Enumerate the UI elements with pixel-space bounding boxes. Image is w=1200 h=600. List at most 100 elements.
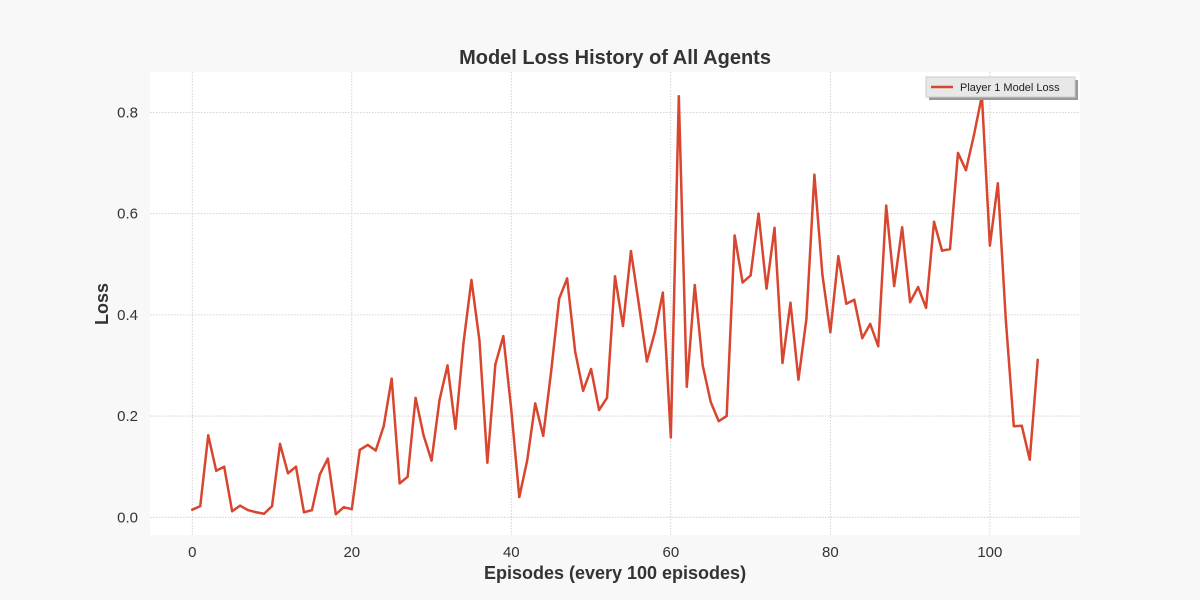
y-tick-label: 0.2 [117,408,138,425]
data-point [318,473,322,476]
data-point [438,398,441,402]
data-point [685,385,688,388]
data-point [948,247,952,251]
data-point [869,322,872,326]
x-axis-ticks: 0 20 40 60 80 100 [188,544,1002,561]
data-point [733,234,736,237]
data-point [725,414,728,418]
data-point [877,345,880,348]
data-point [199,504,202,508]
chart-title: Model Loss History of All Agents [459,47,771,69]
y-tick-label: 0.6 [117,206,138,223]
data-point [773,226,776,230]
data-point [884,204,888,207]
data-point [629,249,633,253]
data-point [900,226,904,229]
data-point [1036,358,1039,362]
data-point [709,400,712,404]
data-point [916,285,920,289]
data-point [1004,318,1008,322]
data-point [964,168,968,172]
x-tick-label: 60 [662,544,679,561]
data-point [414,396,417,400]
data-point [837,254,840,258]
data-point [813,173,816,176]
data-point [430,459,433,462]
y-axis-label: Loss [92,283,112,325]
data-point [374,449,377,452]
data-point [494,363,497,366]
x-tick-label: 40 [503,544,520,561]
data-point [573,350,577,353]
data-point [845,302,848,305]
x-tick-label: 100 [977,544,1002,561]
data-point [621,324,625,328]
data-point [956,151,960,155]
data-point [422,434,425,437]
data-point [222,465,226,468]
legend-box [925,76,1076,98]
legend-label: Player 1 Model Loss [960,82,1060,94]
data-point [534,402,537,405]
data-point [781,361,784,365]
data-point [1028,458,1031,461]
plot-area [150,72,1080,535]
data-point [940,249,944,252]
data-point [462,342,465,345]
y-tick-label: 0.8 [117,104,138,121]
data-point [988,244,992,247]
data-point [262,512,266,515]
data-point [677,95,681,98]
data-point [191,508,194,511]
data-point [310,509,314,512]
data-point [470,278,473,282]
data-point [717,419,720,423]
x-tick-label: 80 [822,544,839,561]
data-point [996,182,1000,185]
data-point [653,330,657,334]
data-point [207,434,210,437]
data-point [701,364,704,367]
data-point [390,377,393,380]
data-point [805,317,808,321]
data-point [557,297,561,300]
data-point [693,283,696,287]
y-tick-label: 0.4 [117,307,138,324]
legend: Player 1 Model Loss [925,76,1078,100]
data-point [637,303,641,306]
data-point [1012,425,1015,428]
data-point [853,298,856,301]
data-point [286,472,290,475]
data-point [254,511,258,514]
data-point [326,457,330,460]
data-point [542,434,545,438]
data-point [518,495,521,499]
data-point [278,442,282,446]
data-point [669,436,673,439]
data-point [454,427,457,430]
data-point [526,458,529,462]
data-point [342,505,346,509]
data-point [334,513,338,516]
data-point [486,461,489,464]
data-point [589,367,593,371]
data-point [565,277,569,280]
data-point [861,336,864,340]
data-point [749,274,752,277]
data-point [789,301,792,304]
data-point [382,425,385,428]
x-axis-label: Episodes (every 100 episodes) [484,563,746,583]
data-point [294,465,298,468]
data-point [398,482,401,485]
y-tick-label: 0.0 [117,509,138,526]
data-point [765,287,768,290]
data-point [215,469,218,472]
data-point [908,301,912,304]
data-point [302,511,306,514]
data-point [446,364,449,367]
data-point [605,396,609,400]
y-axis-ticks: 0.0 0.2 0.4 0.6 0.8 [117,104,138,526]
grid-lines [150,72,1080,535]
data-point [246,509,250,512]
